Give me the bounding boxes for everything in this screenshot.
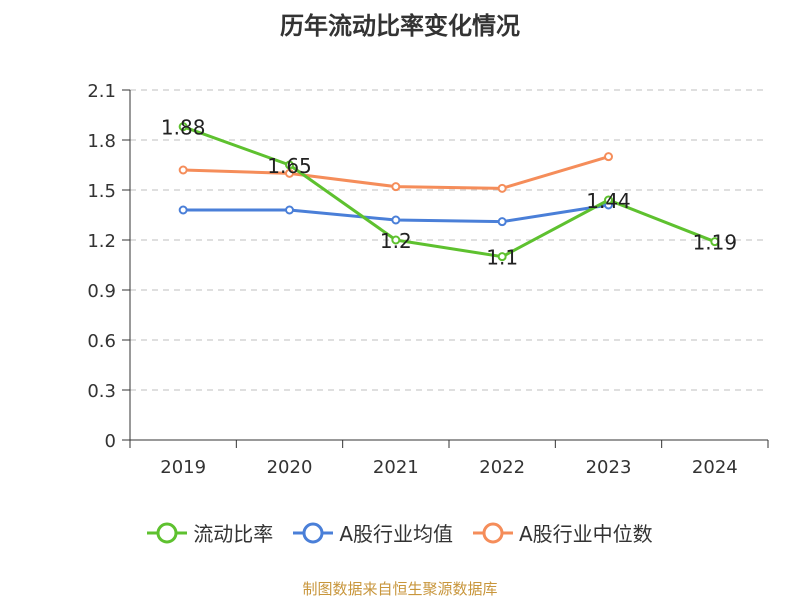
source-note: 制图数据来自恒生聚源数据库 bbox=[302, 580, 498, 598]
data-point[interactable] bbox=[285, 160, 294, 170]
data-point[interactable] bbox=[178, 122, 188, 132]
data-label: 1.65 bbox=[267, 154, 312, 178]
data-label: 1.44 bbox=[586, 189, 631, 213]
data-point[interactable] bbox=[285, 205, 294, 215]
gridlines bbox=[130, 89, 768, 391]
x-tick-label: 2024 bbox=[692, 457, 738, 478]
x-tick-label: 2020 bbox=[267, 457, 313, 478]
y-tick-label: 1.5 bbox=[87, 181, 116, 202]
x-tick-label: 2019 bbox=[160, 457, 206, 478]
y-tick-label: 2.1 bbox=[87, 81, 116, 102]
x-tick-label: 2023 bbox=[586, 457, 632, 478]
legend-item-industry-mean[interactable]: A股行业均值 bbox=[293, 518, 453, 547]
legend-item-current-ratio[interactable]: 流动比率 bbox=[147, 518, 273, 547]
data-point[interactable] bbox=[710, 237, 720, 247]
legend-marker-icon bbox=[293, 522, 334, 543]
data-point[interactable] bbox=[391, 182, 401, 192]
data-point[interactable] bbox=[391, 215, 401, 225]
legend-marker-icon bbox=[147, 522, 188, 543]
legend-label: A股行业中位数 bbox=[519, 522, 653, 546]
data-point[interactable] bbox=[604, 152, 613, 162]
data-label: 1.2 bbox=[380, 229, 412, 253]
y-tick-label: 0.3 bbox=[87, 381, 116, 402]
data-point[interactable] bbox=[497, 183, 507, 193]
legend-label: 流动比率 bbox=[193, 522, 274, 546]
legend: 流动比率 A股行业均值 A股行业中位数 bbox=[0, 518, 800, 547]
legend-label: A股行业均值 bbox=[339, 522, 453, 546]
data-labels: 1.88 1.65 1.2 1.1 1.44 1.19 bbox=[161, 116, 737, 270]
data-point[interactable] bbox=[391, 235, 401, 245]
y-tick-label: 0.6 bbox=[87, 331, 116, 352]
y-tick-label: 1.2 bbox=[87, 231, 116, 252]
data-point[interactable] bbox=[604, 195, 613, 205]
series-line-0 bbox=[182, 125, 716, 259]
legend-item-industry-median[interactable]: A股行业中位数 bbox=[473, 518, 653, 547]
y-tick-label: 1.8 bbox=[87, 131, 116, 152]
data-point[interactable] bbox=[497, 252, 507, 262]
y-tick-label: 0.9 bbox=[87, 281, 116, 302]
series-lines bbox=[178, 122, 720, 262]
chart-title: 历年流动比率变化情况 bbox=[280, 12, 520, 40]
data-label: 1.1 bbox=[486, 246, 518, 270]
data-point[interactable] bbox=[178, 165, 188, 175]
data-label: 1.19 bbox=[693, 231, 738, 255]
data-label: 1.88 bbox=[161, 116, 206, 140]
data-point[interactable] bbox=[178, 205, 188, 215]
data-point[interactable] bbox=[285, 168, 294, 178]
legend-marker-icon bbox=[473, 522, 513, 543]
data-point[interactable] bbox=[497, 217, 507, 227]
x-tick-label: 2022 bbox=[479, 457, 525, 478]
y-tick-label: 0 bbox=[105, 431, 116, 452]
x-tick-label: 2021 bbox=[373, 457, 419, 478]
axes: 0 0.3 0.6 0.9 1.2 1.5 1.8 2.1 2019 2020 2021 2022 20… bbox=[87, 81, 769, 478]
